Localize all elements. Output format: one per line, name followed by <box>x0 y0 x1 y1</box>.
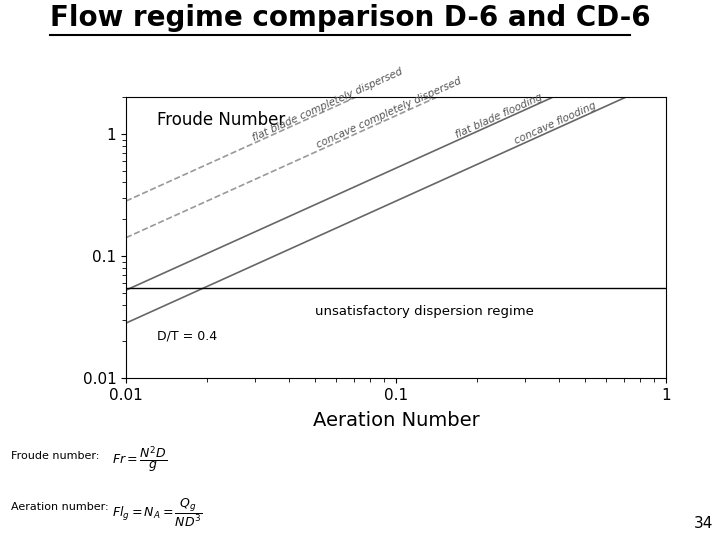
X-axis label: Aeration Number: Aeration Number <box>312 411 480 430</box>
Text: Flow regime comparison D-6 and CD-6: Flow regime comparison D-6 and CD-6 <box>50 4 651 32</box>
Text: Froude Number: Froude Number <box>157 111 285 129</box>
Text: flat blade flooding: flat blade flooding <box>454 92 544 140</box>
Text: flat blade completely dispersed: flat blade completely dispersed <box>251 66 404 143</box>
Text: unsatisfactory dispersion regime: unsatisfactory dispersion regime <box>315 305 534 318</box>
Text: Froude number:: Froude number: <box>12 451 99 462</box>
Text: 34: 34 <box>693 516 713 531</box>
Text: $Fr = \dfrac{N^2 D}{g}$: $Fr = \dfrac{N^2 D}{g}$ <box>112 445 168 475</box>
Text: D/T = 0.4: D/T = 0.4 <box>157 330 217 343</box>
Text: Aeration number:: Aeration number: <box>12 502 109 512</box>
Text: concave completely dispersed: concave completely dispersed <box>315 76 463 150</box>
Text: concave flooding: concave flooding <box>513 101 598 146</box>
Text: $Fl_g = N_A = \dfrac{Q_g}{N D^3}$: $Fl_g = N_A = \dfrac{Q_g}{N D^3}$ <box>112 497 203 529</box>
